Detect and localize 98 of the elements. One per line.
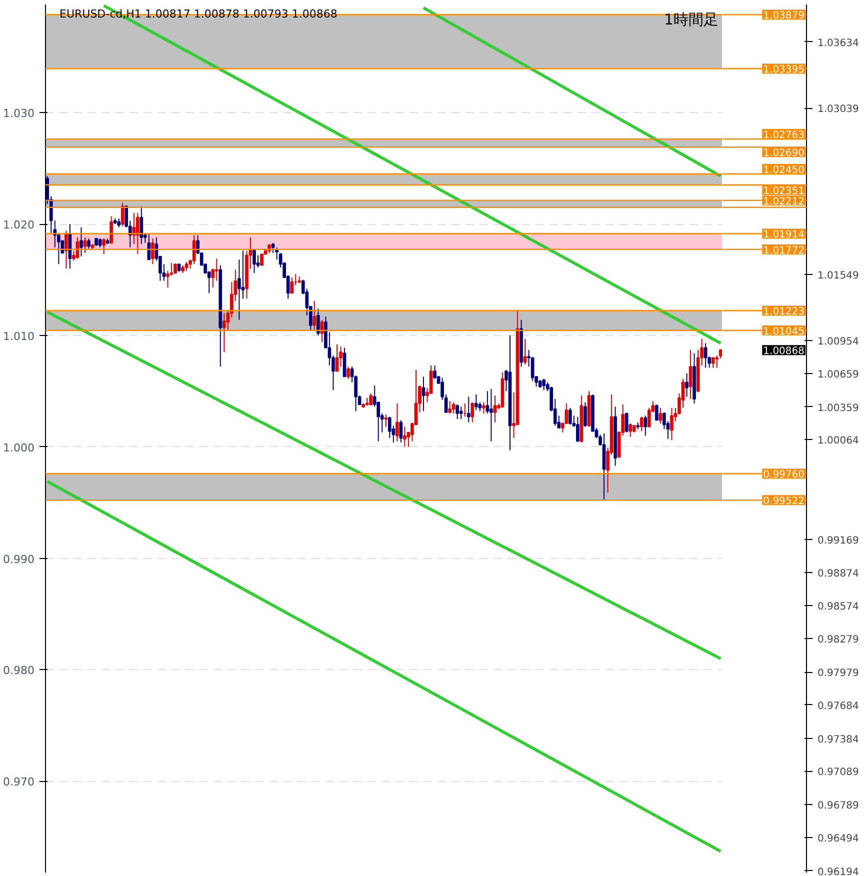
text: 1.00868 (763, 346, 805, 358)
candlestick (151, 238, 154, 265)
y2-tick-label: 0.97089 (818, 767, 859, 778)
candlestick (312, 300, 316, 332)
ref-line-label: 1.01223 (763, 306, 805, 318)
candlestick (655, 404, 658, 421)
y2-tick-label: 1.03634 (818, 38, 859, 49)
ref-line-label: 1.02450 (763, 164, 805, 176)
ref-line-label: 0.99760 (763, 470, 805, 481)
candlestick (132, 212, 136, 245)
y2-tick-label: 0.96789 (818, 800, 859, 812)
candlestick (459, 406, 463, 420)
y-tick-label: 0.970 (3, 776, 35, 789)
ref-line-label: 1.03395 (763, 64, 805, 76)
y-tick-label: 1.030 (3, 107, 35, 120)
candlestick (542, 378, 546, 391)
candlestick (704, 342, 708, 368)
candlestick (399, 420, 403, 443)
candlestick (670, 407, 674, 441)
ref-line-label: 1.03879 (763, 10, 805, 22)
candlestick (403, 426, 406, 448)
candlestick (688, 349, 692, 400)
candlestick (260, 254, 264, 266)
candlestick (214, 258, 218, 282)
candlestick (369, 392, 372, 406)
candlestick (102, 238, 106, 255)
candlestick (584, 402, 587, 428)
y2-tick-label: 0.97684 (818, 700, 859, 712)
ref-line-label: 1.02212 (763, 196, 805, 208)
candlestick (448, 400, 452, 414)
candlestick (136, 212, 140, 255)
y2-tick-label: 0.96194 (818, 866, 859, 876)
candlestick (493, 395, 497, 423)
y2-tick-label: 1.03039 (818, 104, 859, 116)
ref-line-label: 1.02351 (763, 186, 805, 197)
ref-line-label: 1.02690 (763, 148, 805, 160)
candlestick (83, 236, 87, 254)
candlestick (80, 226, 83, 257)
candlestick (474, 394, 478, 411)
candlestick (384, 414, 388, 428)
ref-line-label: 1.01045 (763, 326, 805, 338)
y2-tick-label: 1.00659 (818, 369, 859, 380)
y-tick-label: 1.000 (3, 441, 35, 454)
candlestick (170, 262, 174, 276)
candlestick (490, 388, 493, 442)
ref-line-label: 0.99522 (763, 496, 805, 508)
candlestick (568, 407, 572, 426)
y-tick-label: 1.010 (3, 330, 35, 343)
y2-tick-label: 0.97384 (818, 734, 859, 746)
ref-line-label: 1.01772 (763, 245, 805, 256)
candlestick (711, 357, 715, 368)
y2-tick-label: 0.98574 (818, 602, 859, 613)
y2-tick-label: 0.98874 (818, 568, 859, 580)
y-tick-label: 0.980 (3, 664, 35, 678)
candlestick (685, 372, 688, 398)
candlestick (346, 366, 350, 380)
candlestick (576, 416, 580, 442)
candlestick (316, 308, 320, 336)
candlestick (140, 206, 144, 245)
candlestick (422, 376, 426, 412)
y2-tick-label: 1.00359 (818, 402, 859, 414)
y2-tick-label: 0.98279 (818, 634, 859, 646)
candlestick (482, 402, 486, 414)
candlestick (456, 404, 460, 420)
candlestick (339, 346, 342, 368)
candlestick (466, 396, 470, 423)
candlestick (658, 407, 662, 424)
candlestick (87, 238, 90, 250)
candlestick (241, 250, 245, 300)
y2-tick-label: 0.99169 (818, 535, 859, 546)
candlestick (452, 402, 456, 414)
y2-tick-label: 1.01549 (818, 270, 859, 282)
candlestick (64, 230, 68, 270)
candlestick (271, 242, 275, 254)
ref-line-label: 1.01914 (763, 230, 805, 241)
y2-tick-label: 0.96494 (818, 834, 859, 845)
candlestick (640, 416, 644, 432)
candlestick (110, 216, 113, 244)
candlestick (388, 416, 392, 438)
candlestick (252, 249, 256, 274)
y2-tick-label: 1.00954 (818, 336, 859, 348)
candlestick (523, 338, 527, 365)
y-tick-label: 0.990 (3, 552, 35, 566)
candlestick (628, 422, 632, 438)
candlestick (470, 402, 474, 423)
candlestick (396, 402, 399, 442)
candlestick (290, 276, 294, 294)
y-tick-label: 1.020 (3, 218, 35, 232)
candlestick (644, 415, 648, 436)
candlestick (342, 347, 346, 378)
y2-tick-label: 0.97979 (818, 668, 859, 680)
candlestick (624, 412, 628, 433)
annotation: 1時間足 (664, 10, 719, 28)
y2-tick-label: 1.00064 (818, 436, 859, 447)
candlestick (335, 344, 339, 372)
ref-line-label: 1.02763 (763, 130, 805, 141)
candlestick (120, 202, 124, 227)
candlestick (222, 312, 226, 353)
